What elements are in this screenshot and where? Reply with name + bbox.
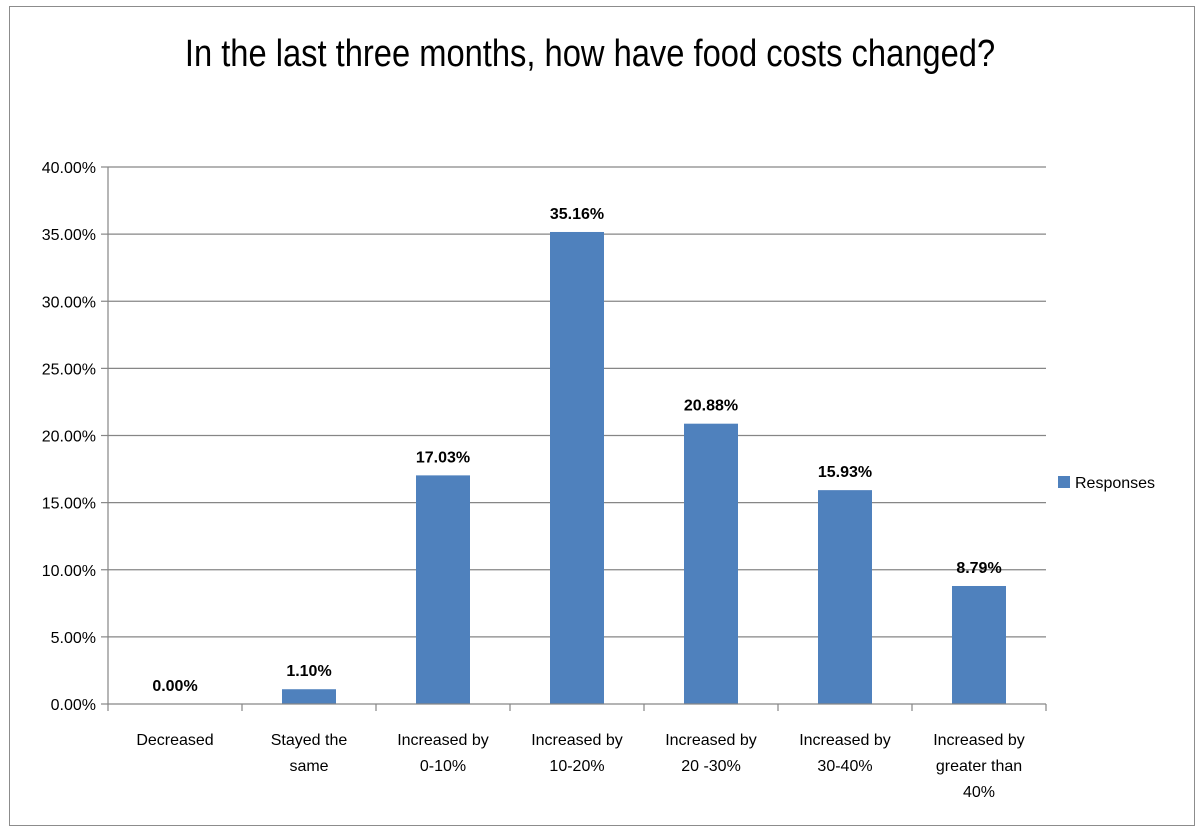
category-label: same — [289, 758, 328, 775]
bars — [282, 231, 1006, 705]
axes — [101, 166, 1047, 711]
y-tick-label: 25.00% — [42, 361, 96, 378]
data-label: 17.03% — [416, 449, 470, 466]
labels: 0.00% 5.00% 10.00% 15.00% 20.00% 25.00% 30.00%… — [42, 160, 1025, 801]
y-tick-label: 5.00% — [51, 630, 96, 647]
category-label: greater than — [936, 758, 1022, 775]
category-label: 10-20% — [549, 758, 604, 775]
data-label: 1.10% — [286, 663, 331, 680]
legend-label: Responses — [1075, 475, 1155, 492]
category-label: Stayed the — [271, 732, 348, 749]
y-tick-label: 0.00% — [51, 697, 96, 714]
category-label: 0-10% — [420, 758, 466, 775]
y-tick-label: 15.00% — [42, 496, 96, 513]
data-label: 20.88% — [684, 398, 738, 415]
bar — [416, 475, 470, 704]
category-label: Increased by — [665, 732, 757, 749]
y-tick-label: 35.00% — [42, 227, 96, 244]
data-label: 0.00% — [152, 678, 197, 695]
legend: Responses — [1058, 475, 1155, 492]
y-tick-label: 10.00% — [42, 563, 96, 580]
category-label: Increased by — [933, 732, 1025, 749]
y-tick-label: 20.00% — [42, 429, 96, 446]
category-label: 30-40% — [817, 758, 872, 775]
category-label: 20 -30% — [681, 758, 741, 775]
bar — [282, 689, 336, 704]
data-label: 8.79% — [956, 560, 1001, 577]
bar — [684, 423, 738, 704]
y-tick-label: 40.00% — [42, 160, 96, 177]
bar — [818, 490, 872, 704]
bar — [550, 231, 604, 705]
category-label: Decreased — [136, 732, 213, 749]
data-label: 15.93% — [818, 464, 872, 481]
y-tick-label: 30.00% — [42, 294, 96, 311]
data-label: 35.16% — [550, 206, 604, 223]
category-label: 40% — [963, 784, 995, 801]
legend-swatch — [1058, 476, 1070, 488]
category-label: Increased by — [531, 732, 623, 749]
bar — [952, 585, 1006, 704]
category-label: Increased by — [397, 732, 489, 749]
chart-title: In the last three months, how have food … — [184, 33, 996, 75]
category-label: Increased by — [799, 732, 891, 749]
